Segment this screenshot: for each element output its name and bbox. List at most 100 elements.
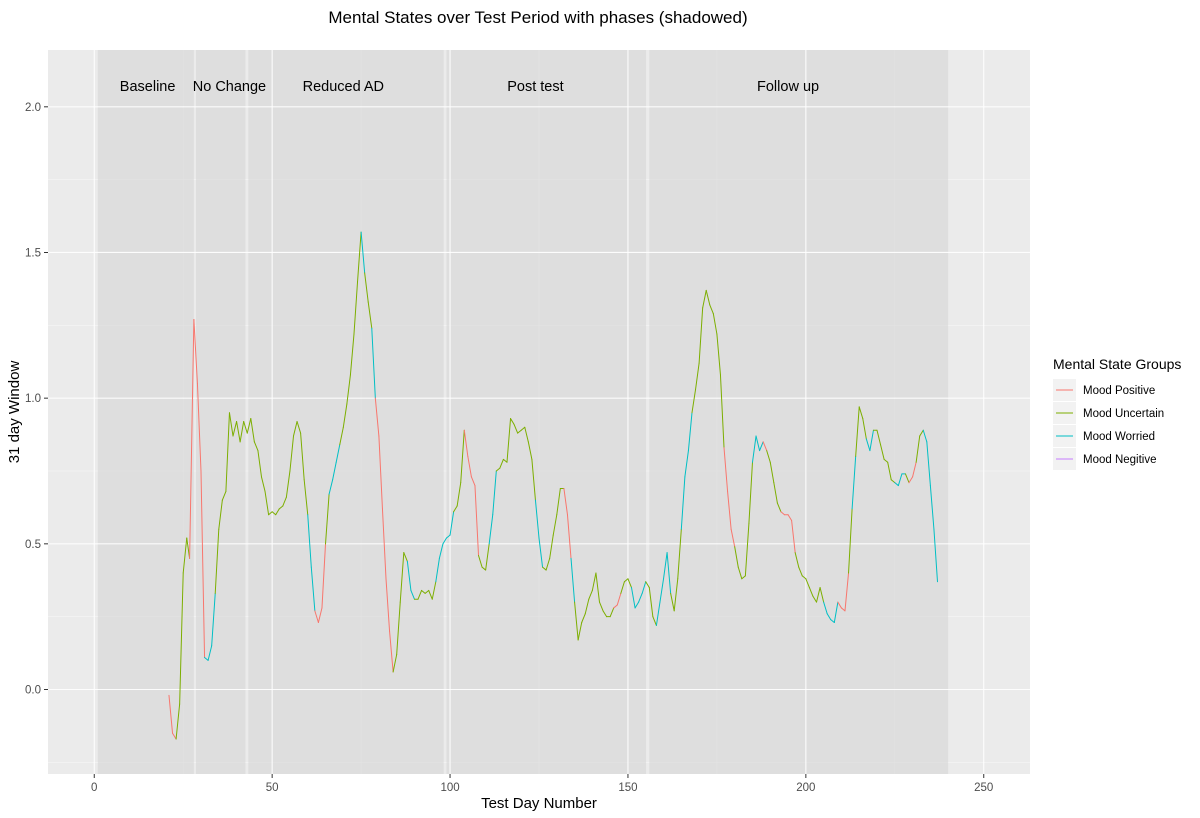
series-segment [438,543,444,559]
legend-label: Mood Negitive [1083,454,1157,466]
series-segment [730,528,736,548]
series-segment [641,581,647,594]
series-segment [577,621,583,641]
series-segment [712,313,718,335]
series-segment [182,537,188,574]
series-segment [300,432,305,481]
series-segment [499,458,504,469]
series-segment [840,607,846,612]
series-segment [602,610,608,618]
series-segment [260,476,266,492]
phase-label: Follow up [757,79,819,95]
series-segment [549,534,554,559]
series-segment [385,578,391,632]
series-segment [193,318,198,385]
series-segment [812,595,818,603]
series-segment [759,441,764,452]
series-segment [335,444,341,463]
series-segment [801,575,807,580]
series-segment [485,543,490,571]
series-segment [613,604,618,609]
series-segment [744,522,750,577]
series-segment [816,587,821,603]
x-tick-label: 100 [440,782,459,794]
series-segment [595,572,600,603]
series-segment [787,514,793,522]
series-segment [833,601,839,623]
series-lines [168,231,938,740]
series-segment [172,732,177,740]
series-segment [922,429,928,443]
legend-title: Mental State Groups [1053,356,1181,372]
series-segment [488,514,494,545]
series-segment [673,578,679,612]
series-segment [250,418,255,443]
series-segment [510,418,515,425]
series-segment [776,502,782,513]
series-segment [709,304,714,315]
series-segment [478,554,483,568]
series-segment [449,511,455,536]
phase-label: Baseline [120,79,176,95]
phase-shade [649,50,949,774]
series-segment [257,450,262,478]
series-segment [755,435,761,452]
series-segment [695,362,700,390]
series-segment [470,476,476,487]
series-segment [236,420,241,443]
series-segment [189,318,195,559]
series-segment [716,333,721,376]
series-segment [428,589,433,600]
series-segment [670,592,675,612]
series-segment [271,511,277,516]
legend-label: Mood Worried [1083,431,1155,443]
series-segment [353,281,359,335]
series-segment [645,581,650,589]
y-tick-label: 0.5 [25,539,41,551]
series-segment [381,508,387,580]
series-segment [218,499,223,530]
series-segment [289,435,294,472]
series-segment [908,476,914,484]
series-segment [282,496,287,507]
series-segment [349,333,355,376]
series-segment [737,566,743,580]
x-axis-ticks: 0 50 100 150 200 250 [91,774,993,794]
series-segment [680,476,686,530]
series-segment [652,616,657,626]
series-segment [623,578,629,583]
series-segment [360,231,366,274]
series-segment [196,383,202,472]
series-segment [346,374,351,405]
x-tick-label: 150 [618,782,637,794]
series-segment [239,420,245,443]
series-segment [527,441,533,460]
series-segment [392,654,398,673]
series-segment [520,426,526,431]
series-segment [332,461,337,481]
series-segment [648,587,654,618]
series-segment [609,607,615,618]
series-segment [741,575,746,580]
series-segment [634,601,640,609]
y-tick-label: 0.0 [25,685,41,697]
series-segment [766,450,771,463]
series-segment [342,403,348,428]
series-segment [876,429,882,446]
legend: Mental State Groups Mood Positive Mood Un… [1053,356,1181,470]
series-segment [275,508,280,516]
series-segment [545,557,551,571]
series-segment [325,493,330,545]
series-segment [524,426,529,443]
series-segment [417,589,423,600]
series-segment [278,505,284,510]
series-segment [307,514,312,568]
series-segment [364,272,369,303]
major-gridlines [48,50,1030,774]
series-segment [751,435,757,463]
series-segment [243,420,248,434]
series-segment [773,482,778,504]
series-segment [684,450,689,478]
series-segment [211,592,216,647]
